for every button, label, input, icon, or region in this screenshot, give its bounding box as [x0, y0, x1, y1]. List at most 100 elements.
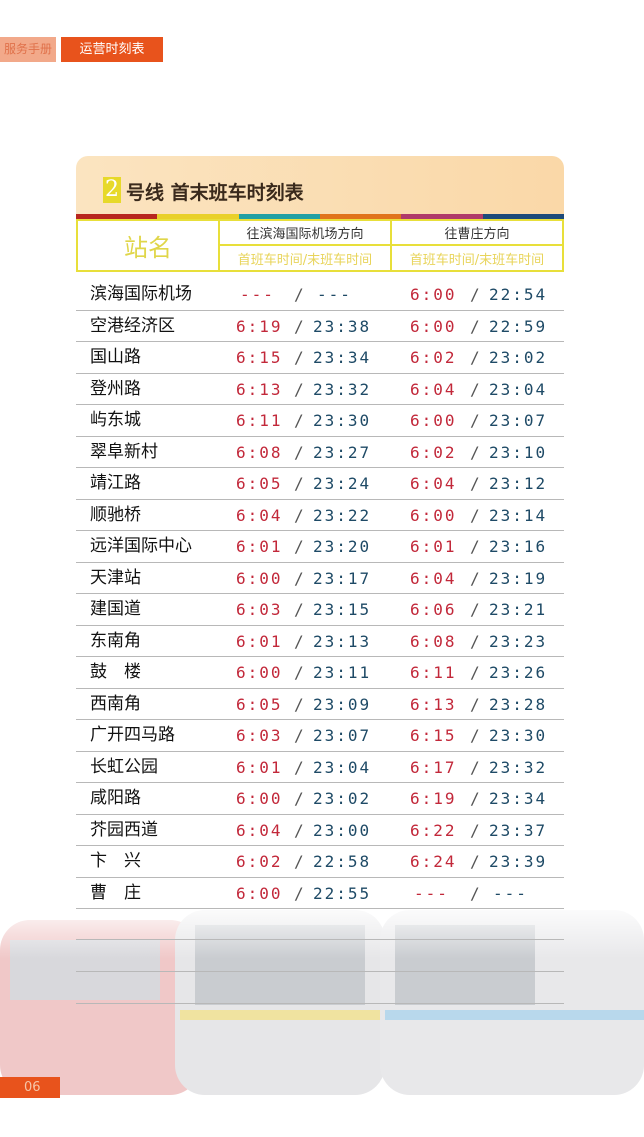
first-train-time: 6:00 — [236, 568, 283, 588]
last-train-time: 23:04 — [313, 757, 372, 777]
last-train-time: 23:22 — [313, 505, 372, 525]
first-train-time: 6:19 — [236, 316, 283, 336]
train-background-image — [0, 900, 644, 1095]
table-row: 远洋国际中心 6:01 / 23:20 6:01 / 23:16 — [76, 531, 564, 563]
station-name: 登州路 — [90, 378, 141, 399]
last-train-time: 23:30 — [313, 411, 372, 430]
first-train-time: 6:13 — [410, 694, 457, 714]
first-train-time: 6:24 — [410, 852, 457, 871]
first-train-time: 6:03 — [236, 600, 283, 619]
station-name: 远洋国际中心 — [90, 536, 192, 556]
table-row: 天津站 6:00 / 23:17 6:04 / 23:19 — [76, 563, 564, 594]
time-separator: / — [294, 537, 306, 556]
station-name: 卞 兴 — [90, 851, 141, 871]
last-train-time: 23:30 — [489, 726, 548, 745]
station-name: 屿东城 — [90, 410, 141, 430]
first-train-time: 6:15 — [410, 726, 457, 745]
timetable-banner: 2 号线 首末班车时刻表 — [76, 156, 564, 214]
time-separator: / — [294, 474, 306, 493]
first-train-time: 6:02 — [410, 348, 457, 367]
timetable-rows: 滨海国际机场 --- / --- 6:00 / 22:54 空港经济区 6:19 / 23:38 6:… — [76, 279, 564, 909]
station-name: 鼓 楼 — [90, 662, 141, 682]
time-separator: / — [294, 757, 306, 777]
time-separator: / — [470, 789, 482, 808]
table-row: 屿东城 6:11 / 23:30 6:00 / 23:07 — [76, 405, 564, 437]
table-row: 靖江路 6:05 / 23:24 6:04 / 23:12 — [76, 468, 564, 500]
table-row: 鼓 楼 6:00 / 23:11 6:11 / 23:26 — [76, 657, 564, 689]
line-number-badge: 2 — [103, 177, 121, 203]
table-row: 咸阳路 6:00 / 23:02 6:19 / 23:34 — [76, 783, 564, 815]
table-row: 芥园西道 6:04 / 23:00 6:22 / 23:37 — [76, 815, 564, 846]
time-separator: / — [294, 285, 306, 304]
last-train-time: 23:11 — [313, 663, 372, 682]
time-separator: / — [470, 883, 482, 903]
station-name: 国山路 — [90, 347, 141, 367]
last-train-time: 23:14 — [489, 505, 548, 525]
last-train-time: 23:34 — [313, 348, 372, 367]
tab-timetable[interactable]: 运营时刻表 — [61, 37, 163, 62]
first-train-time: 6:02 — [410, 442, 457, 462]
station-name: 翠阜新村 — [90, 441, 158, 462]
first-train-time: 6:00 — [410, 285, 457, 304]
table-header: 站名 往滨海国际机场方向 往曹庄方向 首班车时间/末班车时间 首班车时间/末班车… — [76, 219, 564, 272]
first-train-time: 6:08 — [410, 631, 457, 651]
first-train-time: 6:00 — [236, 789, 283, 808]
first-train-time: 6:22 — [410, 820, 457, 840]
table-row: 空港经济区 6:19 / 23:38 6:00 / 22:59 — [76, 311, 564, 342]
time-separator: / — [470, 379, 482, 399]
header-direction-caozhuang: 往曹庄方向 — [392, 221, 562, 246]
last-train-time: 23:00 — [313, 820, 372, 840]
last-train-time: 22:54 — [489, 285, 548, 304]
time-separator: / — [470, 663, 482, 682]
stripe-segment — [482, 214, 564, 219]
time-separator: / — [470, 568, 482, 588]
time-separator: / — [470, 505, 482, 525]
station-name: 靖江路 — [90, 473, 141, 493]
empty-row-line — [76, 939, 564, 940]
last-train-time: 23:37 — [489, 820, 548, 840]
first-train-time: 6:04 — [236, 505, 283, 525]
first-train-time: 6:19 — [410, 789, 457, 808]
last-train-time: 23:26 — [489, 663, 548, 682]
last-train-time: 23:32 — [489, 757, 548, 777]
time-separator: / — [470, 316, 482, 336]
time-separator: / — [470, 820, 482, 840]
last-train-time: 22:59 — [489, 316, 548, 336]
first-train-time: 6:02 — [236, 852, 283, 871]
last-train-time: 23:09 — [313, 694, 372, 714]
time-separator: / — [294, 348, 306, 367]
time-separator: / — [470, 348, 482, 367]
time-separator: / — [294, 852, 306, 871]
table-row: 曹 庄 6:00 / 22:55 --- / --- — [76, 878, 564, 909]
last-train-time: 23:02 — [313, 789, 372, 808]
last-train-time: --- — [493, 883, 528, 903]
header-station: 站名 — [78, 221, 220, 270]
first-train-time: 6:05 — [236, 474, 283, 493]
last-train-time: 23:07 — [489, 411, 548, 430]
stripe-segment — [401, 214, 483, 219]
first-train-time: 6:04 — [410, 474, 457, 493]
header-sub-airport: 首班车时间/末班车时间 — [220, 246, 392, 270]
time-separator: / — [470, 474, 482, 493]
last-train-time: 23:20 — [313, 537, 372, 556]
time-separator: / — [294, 820, 306, 840]
empty-row-line — [76, 1003, 564, 1004]
last-train-time: 23:39 — [489, 852, 548, 871]
station-name: 东南角 — [90, 630, 141, 651]
table-row: 广开四马路 6:03 / 23:07 6:15 / 23:30 — [76, 720, 564, 752]
time-separator: / — [470, 442, 482, 462]
time-separator: / — [294, 600, 306, 619]
first-train-time: 6:04 — [410, 568, 457, 588]
first-train-time: 6:00 — [410, 316, 457, 336]
last-train-time: 23:12 — [489, 474, 548, 493]
last-train-time: 23:21 — [489, 600, 548, 619]
table-row: 长虹公园 6:01 / 23:04 6:17 / 23:32 — [76, 752, 564, 783]
stripe-segment — [238, 214, 320, 219]
first-train-time: 6:17 — [410, 757, 457, 777]
time-separator: / — [294, 505, 306, 525]
tab-service-manual[interactable]: 服务手册 — [0, 37, 56, 62]
first-train-time: 6:11 — [236, 411, 283, 430]
table-row: 翠阜新村 6:08 / 23:27 6:02 / 23:10 — [76, 437, 564, 468]
last-train-time: 23:19 — [489, 568, 548, 588]
first-train-time: 6:04 — [410, 379, 457, 399]
